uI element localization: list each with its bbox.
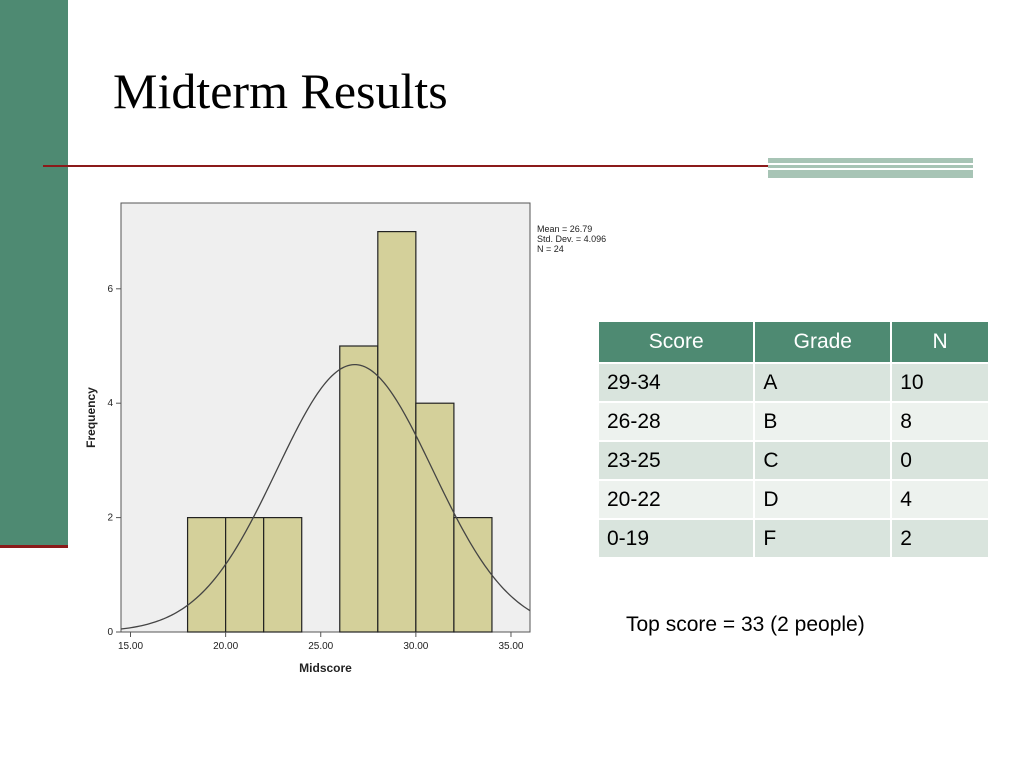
table-row: 23-25 C 0 — [596, 440, 990, 481]
histogram-bar — [225, 517, 265, 633]
y-tick-label: 0 — [107, 627, 113, 638]
top-score-note: Top score = 33 (2 people) — [626, 613, 865, 636]
count-cell: 10 — [890, 362, 990, 403]
table-row: 20-22 D 4 — [596, 479, 990, 520]
accent-stripe — [768, 168, 973, 170]
x-tick-label: 20.00 — [213, 641, 238, 652]
score-cell: 20-22 — [596, 479, 756, 520]
score-cell: 29-34 — [596, 362, 756, 403]
count-cell: 0 — [890, 440, 990, 481]
grade-cell: B — [753, 401, 893, 442]
table-row: 0-19 F 2 — [596, 518, 990, 559]
x-axis-label: Midscore — [299, 661, 352, 675]
y-axis-label: Frequency — [84, 387, 98, 448]
header-grade: Grade — [753, 320, 893, 364]
histogram-bar — [263, 517, 303, 633]
histogram-bar — [415, 402, 455, 633]
score-cell: 0-19 — [596, 518, 756, 559]
histogram-chart: 15.00 20.00 25.00 30.00 35.00 0 2 4 6 Midscore Fre… — [84, 202, 606, 675]
score-cell: 26-28 — [596, 401, 756, 442]
grade-table: Score Grade N 29-34 A 10 26-28 B 8 23-25… — [596, 320, 990, 559]
x-tick-label: 15.00 — [118, 641, 143, 652]
stats-label: Std. Dev. = 4.096 — [537, 234, 606, 244]
title-accent-block — [768, 158, 973, 178]
count-cell: 8 — [890, 401, 990, 442]
side-accent-bar — [0, 0, 68, 545]
histogram-bar — [377, 230, 417, 633]
histogram-bar — [339, 345, 379, 633]
count-cell: 4 — [890, 479, 990, 520]
y-tick-label: 2 — [107, 513, 113, 524]
x-tick-label: 25.00 — [308, 641, 333, 652]
y-tick-label: 6 — [107, 284, 113, 295]
histogram-bar — [186, 517, 227, 633]
slide-title: Midterm Results — [113, 63, 448, 119]
table-row: 26-28 B 8 — [596, 401, 990, 442]
table-header-row: Score Grade N — [596, 320, 990, 364]
histogram-bar — [453, 517, 493, 633]
count-cell: 2 — [890, 518, 990, 559]
grade-cell: D — [753, 479, 893, 520]
stats-label: N = 24 — [537, 244, 564, 254]
header-n: N — [890, 320, 990, 364]
table-row: 29-34 A 10 — [596, 362, 990, 403]
y-tick-label: 4 — [107, 398, 113, 409]
grade-cell: A — [753, 362, 893, 403]
side-accent-rule — [0, 545, 68, 548]
grade-cell: F — [753, 518, 893, 559]
x-tick-label: 30.00 — [403, 641, 428, 652]
grade-cell: C — [753, 440, 893, 481]
title-rule — [43, 165, 973, 167]
x-tick-label: 35.00 — [498, 641, 523, 652]
score-cell: 23-25 — [596, 440, 756, 481]
stats-label: Mean = 26.79 — [537, 224, 592, 234]
accent-stripe — [768, 163, 973, 165]
header-score: Score — [596, 320, 756, 364]
normal-curve — [120, 363, 531, 630]
